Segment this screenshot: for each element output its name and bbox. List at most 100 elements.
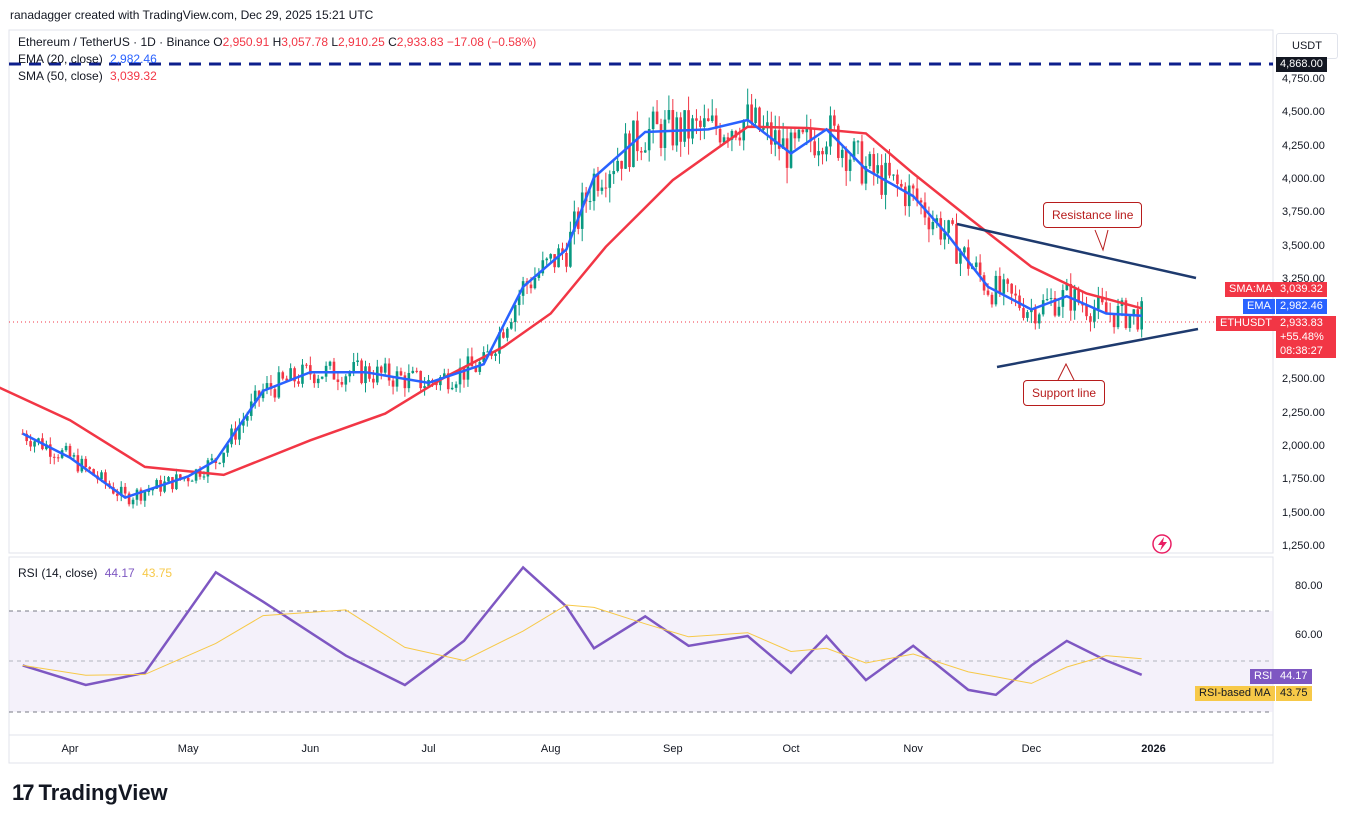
candle-body (959, 252, 962, 264)
candle-body (903, 186, 907, 207)
candle-body (785, 138, 789, 168)
ema-legend[interactable]: EMA (20, close) 2,982.46 (18, 52, 157, 66)
candle-body (29, 441, 32, 447)
candle-body (285, 378, 288, 381)
candle-body (340, 382, 344, 385)
candle-body (234, 428, 237, 440)
symbol-name: Ethereum / TetherUS · 1D · Binance (18, 35, 210, 49)
time-tick-label: Sep (663, 743, 683, 755)
candle-body (1132, 309, 1136, 315)
rsi-tick-label: 60.00 (1295, 629, 1323, 641)
candle-body (1112, 315, 1116, 328)
candle-body (222, 452, 225, 463)
candle-body (379, 366, 383, 373)
candle-body (549, 254, 552, 259)
support-line-callout[interactable]: Support line (1023, 380, 1106, 406)
candle-body (391, 380, 395, 387)
candle-body (1077, 289, 1080, 303)
candle-body (1045, 299, 1049, 301)
resistance-trendline[interactable] (956, 222, 1197, 280)
candle-body (1010, 283, 1013, 294)
candle-body (600, 187, 604, 191)
price-tick-label: 3,750.00 (1282, 206, 1325, 219)
candle-body (754, 107, 757, 124)
candle-body (246, 415, 249, 421)
support-trendline[interactable] (996, 327, 1199, 369)
candle-body (210, 458, 214, 461)
sma-legend[interactable]: SMA (50, close) 3,039.32 (18, 69, 157, 83)
candle-body (659, 124, 663, 148)
candle-body (517, 295, 521, 306)
candle-body (561, 248, 564, 253)
candle-body (383, 363, 387, 373)
candle-body (1128, 314, 1132, 328)
candle-body (730, 131, 734, 140)
candle-body (403, 375, 407, 389)
candle-body (793, 132, 797, 139)
candle-body (529, 284, 533, 289)
rsi-ma-axis-label: RSI-based MA (1195, 686, 1275, 701)
candle-body (312, 374, 316, 384)
candle-body (435, 382, 438, 386)
candle-body (332, 361, 336, 380)
tradingview-wordmark: TradingView (38, 780, 168, 805)
candle-body (462, 367, 466, 380)
candle-body (316, 378, 320, 384)
candle-body (821, 151, 824, 155)
candle-body (671, 110, 675, 146)
candle-body (604, 187, 608, 189)
candle-body (297, 381, 300, 384)
candle-body (419, 370, 422, 389)
rsi-legend[interactable]: RSI (14, close) 44.17 43.75 (18, 566, 172, 580)
candle-body (33, 441, 36, 447)
high-value: 3,057.78 (281, 35, 329, 49)
candle-body (592, 173, 596, 202)
price-tick-label: 1,500.00 (1282, 506, 1325, 519)
candle-body (395, 371, 399, 387)
candle-body (206, 460, 210, 477)
candle-body (68, 445, 72, 457)
candle-body (947, 220, 950, 233)
candle-body (915, 188, 919, 201)
support-callout-pointer (1057, 362, 1075, 381)
candle-body (840, 149, 844, 158)
candle-body (293, 368, 296, 382)
candle-body (880, 165, 883, 195)
candle-body (963, 247, 966, 253)
candle-body (328, 361, 332, 366)
price-tick-label: 2,500.00 (1282, 373, 1325, 386)
candle-body (218, 462, 222, 464)
candle-body (88, 467, 91, 470)
currency-button[interactable]: USDT (1276, 33, 1338, 59)
candle-body (892, 174, 895, 176)
candle-body (1116, 305, 1120, 328)
candle-body (131, 499, 135, 505)
candle-body (738, 137, 742, 141)
candle-body (703, 118, 706, 127)
candle-body (801, 129, 805, 133)
symbol-legend[interactable]: Ethereum / TetherUS · 1D · Binance O2,95… (18, 35, 537, 49)
time-tick-label: Dec (1022, 743, 1042, 755)
candle-body (927, 217, 931, 230)
candle-body (265, 383, 269, 390)
candle-body (1026, 312, 1029, 318)
candle-body (478, 362, 482, 372)
resistance-line-callout[interactable]: Resistance line (1043, 202, 1143, 228)
attribution-header: ranadagger created with TradingView.com,… (10, 8, 374, 22)
candle-body (833, 115, 836, 126)
candle-body (533, 277, 537, 289)
candle-body (746, 104, 749, 121)
candle-body (1100, 296, 1104, 303)
candle-body (458, 367, 462, 385)
candle-body (967, 247, 970, 269)
tradingview-logo[interactable]: 17 TradingView (12, 780, 168, 806)
candle-body (139, 489, 143, 501)
candle-body (714, 115, 718, 129)
rsi-legend-value: 44.17 (104, 566, 135, 580)
candle-body (281, 372, 285, 379)
candle-body (770, 122, 773, 145)
candle-body (797, 129, 801, 139)
lightning-icon[interactable] (1152, 534, 1172, 554)
candle-body (37, 438, 40, 442)
